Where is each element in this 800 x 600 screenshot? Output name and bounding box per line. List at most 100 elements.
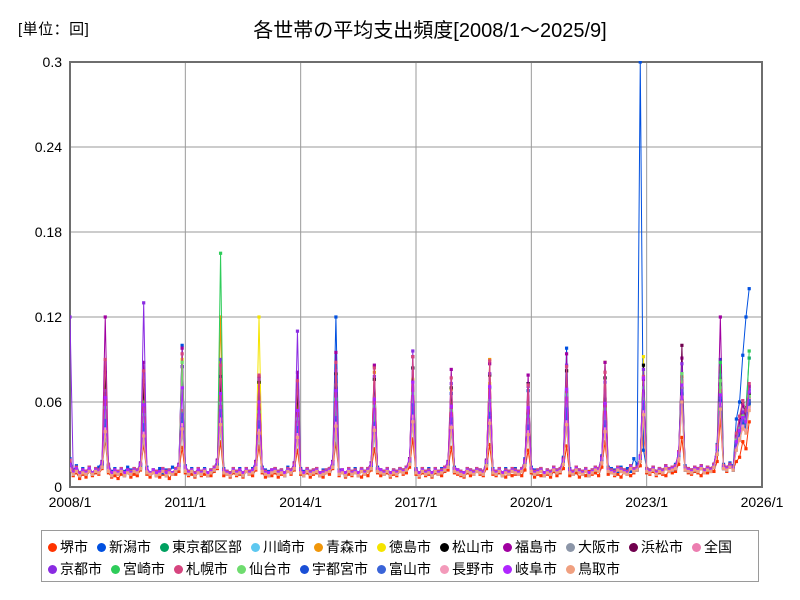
series-marker [295, 379, 300, 383]
x-axis-tick-label: 2008/1 [49, 494, 92, 510]
legend-marker-icon [566, 564, 575, 574]
series-marker [520, 474, 524, 478]
series-marker [673, 469, 678, 474]
series-marker [87, 469, 91, 474]
series-marker [737, 400, 742, 404]
series-marker [600, 461, 604, 465]
series-marker [305, 469, 309, 474]
legend-marker-icon [692, 542, 701, 552]
series-marker [398, 469, 402, 474]
series-marker [638, 61, 642, 64]
legend-item-青森市[interactable]: 青森市 [314, 540, 368, 554]
legend-item-宇都宮市[interactable]: 宇都宮市 [300, 562, 368, 576]
series-marker [193, 474, 197, 478]
legend-item-堺市[interactable]: 堺市 [48, 540, 88, 554]
legend-item-岐阜市[interactable]: 岐阜市 [503, 562, 557, 576]
series-marker [407, 462, 412, 466]
y-axis-tick-label: 0.12 [35, 309, 62, 325]
series-marker [488, 384, 492, 389]
series-marker [747, 420, 751, 424]
legend-label: 富山市 [389, 561, 431, 577]
series-marker [475, 469, 479, 474]
series-marker [142, 369, 146, 373]
series-marker [478, 471, 482, 475]
series-marker [491, 471, 495, 475]
series-marker [632, 457, 636, 461]
legend-marker-icon [237, 564, 246, 574]
series-marker [548, 475, 553, 479]
legend-item-富山市[interactable]: 富山市 [377, 562, 431, 576]
series-marker [606, 469, 610, 474]
legend-row: 京都市 宮崎市 札幌市 仙台市 宇都宮市 富山市 長野市 岐阜市 鳥取市 [48, 558, 752, 580]
series-marker [747, 287, 751, 291]
legend-item-川崎市[interactable]: 川崎市 [251, 540, 305, 554]
series-marker [164, 471, 168, 475]
series-marker [545, 471, 549, 475]
series-marker [142, 400, 146, 404]
series-marker [174, 469, 178, 474]
legend-item-鳥取市[interactable]: 鳥取市 [566, 562, 620, 576]
series-marker [103, 315, 107, 319]
series-marker [359, 475, 364, 479]
legend-item-長野市[interactable]: 長野市 [440, 562, 494, 576]
series-marker [244, 469, 248, 474]
series-marker [641, 376, 646, 380]
chart-title: 各世帯の平均支出頻度[2008/1〜2025/9] [253, 20, 607, 42]
series-marker [449, 376, 453, 380]
legend-item-京都市[interactable]: 京都市 [48, 562, 102, 576]
series-marker [260, 469, 264, 474]
series-marker [456, 468, 460, 472]
series-marker [747, 408, 751, 413]
series-marker [302, 474, 306, 478]
series-marker [564, 444, 569, 448]
series-marker [103, 396, 107, 400]
legend-item-徳島市[interactable]: 徳島市 [377, 540, 431, 554]
series-marker [718, 379, 722, 383]
legend-item-松山市[interactable]: 松山市 [440, 540, 494, 554]
series-marker [372, 425, 376, 430]
series-marker [520, 469, 524, 474]
legend-item-新潟市[interactable]: 新潟市 [97, 540, 151, 554]
series-marker [132, 472, 136, 476]
series-marker [135, 471, 139, 475]
series-marker [174, 472, 178, 476]
legend-item-浜松市[interactable]: 浜松市 [629, 540, 683, 554]
series-marker [366, 469, 370, 474]
series-marker [119, 469, 123, 474]
legend-item-宮崎市[interactable]: 宮崎市 [111, 562, 165, 576]
series-marker [70, 458, 72, 462]
series-marker [667, 469, 671, 474]
series-marker [673, 466, 678, 471]
legend-item-仙台市[interactable]: 仙台市 [237, 562, 291, 576]
series-marker [273, 469, 277, 474]
series-marker [177, 469, 181, 474]
series-marker [103, 389, 107, 393]
series-marker [247, 472, 252, 476]
series-marker [340, 468, 344, 472]
series-marker [500, 474, 505, 478]
series-marker [318, 471, 322, 475]
legend-item-東京都区部[interactable]: 東京都区部 [160, 540, 242, 554]
series-marker [641, 413, 646, 417]
series-marker [484, 464, 489, 468]
legend-item-福島市[interactable]: 福島市 [503, 540, 557, 554]
series-marker [737, 428, 742, 432]
legend-item-全国[interactable]: 全国 [692, 540, 732, 554]
legend-item-札幌市[interactable]: 札幌市 [174, 562, 228, 576]
series-marker [122, 471, 127, 475]
series-marker [574, 471, 578, 475]
series-marker [699, 466, 703, 471]
series-marker [70, 315, 72, 319]
series-marker [286, 469, 290, 474]
legend-item-大阪市[interactable]: 大阪市 [566, 540, 620, 554]
series-marker [417, 471, 421, 475]
legend-label: 東京都区部 [172, 539, 242, 555]
series-marker [619, 469, 623, 474]
series-marker [142, 431, 146, 435]
series-marker [334, 424, 338, 428]
series-marker [343, 471, 348, 475]
series-marker [167, 471, 171, 475]
x-axis-tick-label: 2017/1 [395, 494, 438, 510]
series-marker [267, 474, 271, 478]
series-marker [590, 471, 594, 475]
